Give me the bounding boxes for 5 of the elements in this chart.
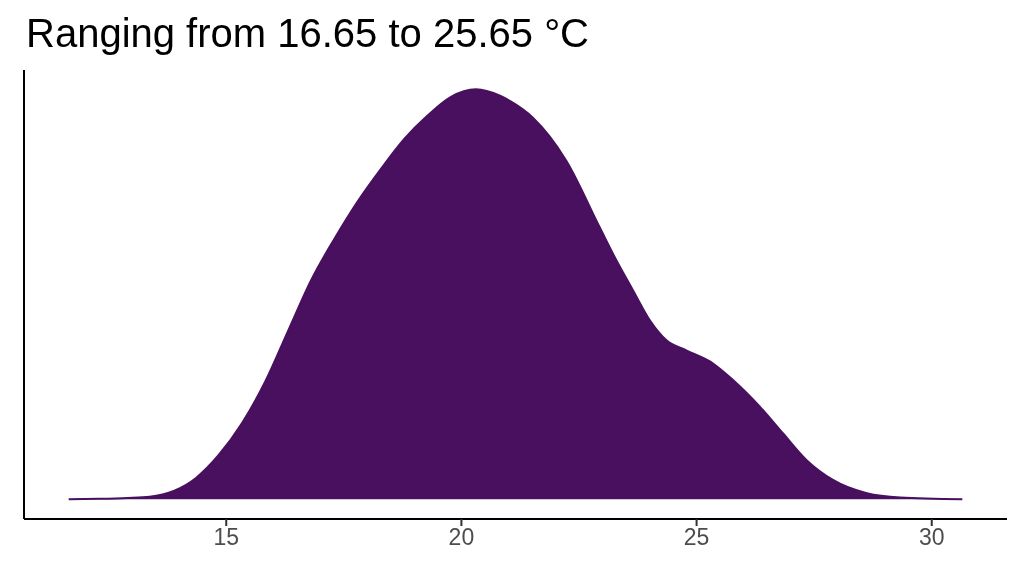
x-tick-label: 20 <box>448 524 475 551</box>
x-tick-label: 30 <box>918 524 945 551</box>
x-tick-label: 15 <box>213 524 240 551</box>
x-tick-label: 25 <box>683 524 710 551</box>
chart-title: Ranging from 16.65 to 25.65 °C <box>26 11 590 55</box>
